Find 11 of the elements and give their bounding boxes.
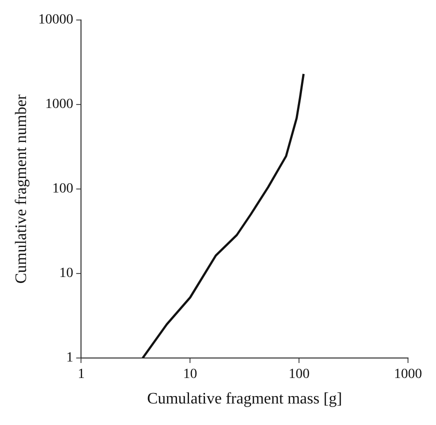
y-tick-label: 100 — [52, 182, 74, 197]
x-tick-label: 1 — [78, 367, 85, 382]
x-tick-label: 10 — [183, 367, 198, 382]
y-tick-label: 1000 — [45, 97, 74, 112]
x-axis-title: Cumulative fragment mass [g] — [147, 390, 342, 408]
x-tick-label: 1000 — [394, 367, 422, 382]
x-tick-label: 100 — [288, 367, 310, 382]
y-axis-title: Cumulative fragment number — [12, 94, 30, 284]
y-tick-label: 10 — [59, 266, 74, 282]
y-tick-label: 10000 — [38, 12, 74, 28]
y-tick-label: 1 — [66, 350, 74, 366]
